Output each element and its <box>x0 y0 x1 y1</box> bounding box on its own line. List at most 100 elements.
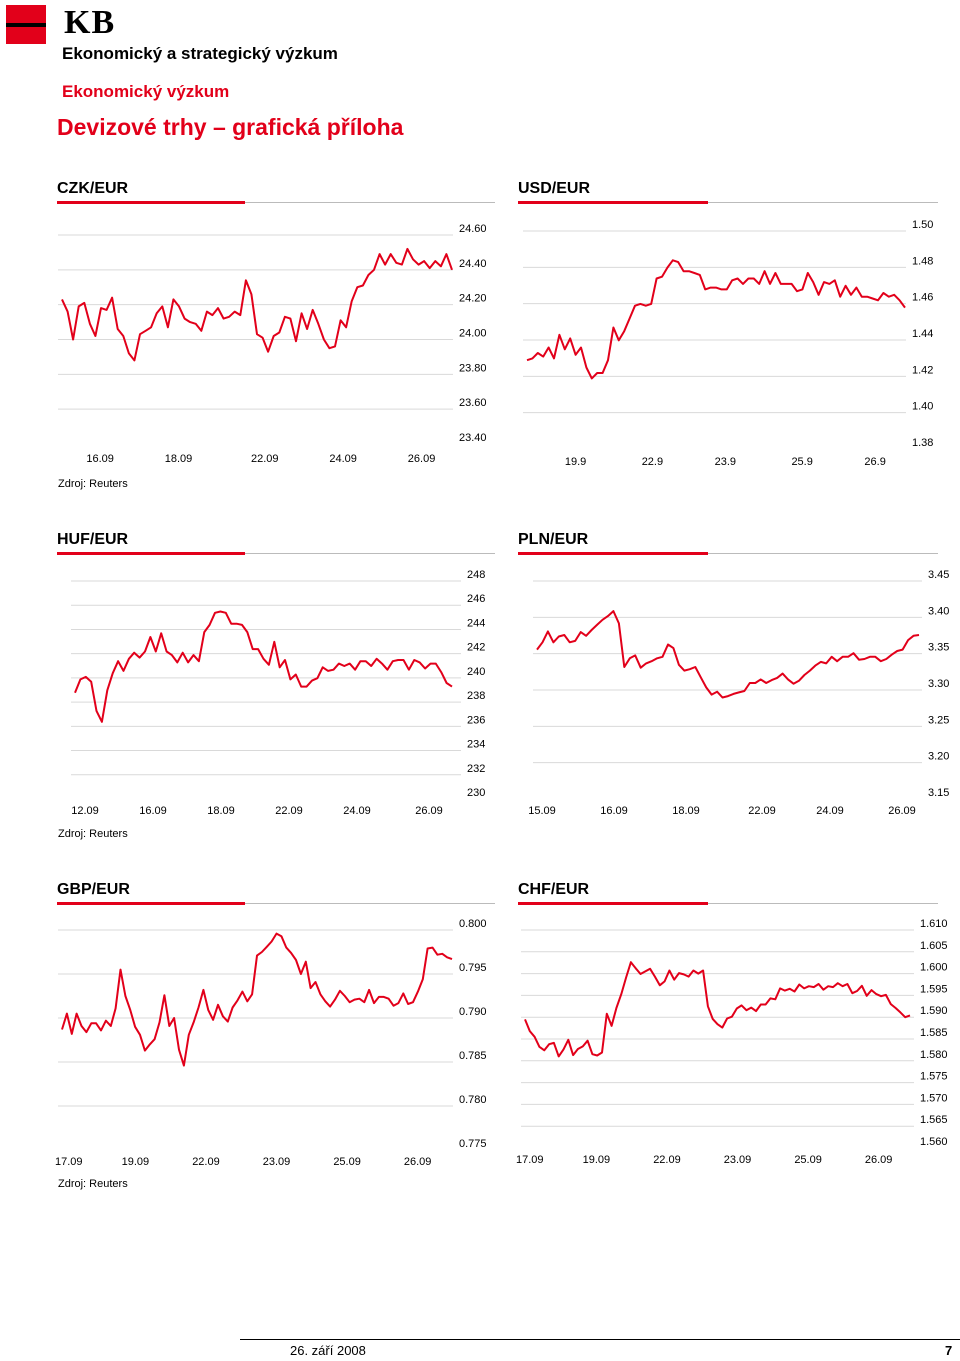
x-tick-label: 26.09 <box>415 805 443 817</box>
series-line <box>61 247 453 362</box>
x-tick-label: 26.09 <box>408 453 436 465</box>
y-tick-label: 1.605 <box>920 940 948 952</box>
series-line <box>526 259 906 380</box>
y-tick-label: 0.775 <box>459 1138 487 1150</box>
department-name: Ekonomický výzkum <box>62 82 230 101</box>
series-line <box>536 610 920 699</box>
x-tick-label: 16.09 <box>86 453 114 465</box>
y-tick-label: 230 <box>467 787 485 799</box>
y-tick-label: 24.40 <box>459 258 487 270</box>
y-tick-label: 234 <box>467 739 485 751</box>
chart-svg: 0.800 0.795 0.790 0.785 0.780 0.775 17.09 19.09… <box>55 918 487 1168</box>
y-tick-label: 0.790 <box>459 1006 487 1018</box>
title-rule-gray <box>245 553 495 554</box>
logo-text: KB <box>64 4 116 41</box>
chart-title: PLN/EUR <box>518 531 589 548</box>
title-rule-gray <box>708 202 938 203</box>
title-rule-gray <box>245 903 495 904</box>
page-title: Devizové trhy – grafická příloha <box>57 114 404 140</box>
y-tick-label: 242 <box>467 642 485 654</box>
source-note: Zdroj: Reuters <box>58 828 128 840</box>
chart-title: GBP/EUR <box>57 881 130 898</box>
chart-svg: 248 246 244 242 240 238 236 234 232 230 12.09 16.09… <box>71 569 485 817</box>
footer-divider <box>240 1339 960 1340</box>
y-tick-label: 248 <box>467 569 485 581</box>
y-tick-label: 1.46 <box>912 292 933 304</box>
title-rule-gray <box>245 202 495 203</box>
chart-svg: 24.60 24.40 24.20 24.00 23.80 23.60 23.40 16.09… <box>58 223 487 465</box>
x-tick-label: 25.09 <box>333 1156 361 1168</box>
x-tick-label: 22.09 <box>275 805 303 817</box>
y-tick-label: 0.785 <box>459 1050 487 1062</box>
source-note: Zdroj: Reuters <box>58 1178 128 1190</box>
y-tick-label: 3.45 <box>928 569 949 581</box>
x-tick-label: 25.9 <box>791 456 812 468</box>
y-tick-label: 1.570 <box>920 1092 948 1104</box>
x-tick-label: 26.09 <box>865 1154 893 1166</box>
x-tick-label: 19.09 <box>583 1154 611 1166</box>
chart-title: CZK/EUR <box>57 180 129 197</box>
y-tick-label: 3.20 <box>928 751 949 763</box>
source-note: Zdroj: Reuters <box>58 478 128 490</box>
y-tick-label: 240 <box>467 666 485 678</box>
chart-title: HUF/EUR <box>57 531 129 548</box>
x-tick-label: 22.9 <box>642 456 663 468</box>
y-tick-label: 3.35 <box>928 642 949 654</box>
y-tick-label: 3.25 <box>928 714 949 726</box>
y-tick-label: 3.15 <box>928 787 949 799</box>
y-tick-label: 246 <box>467 593 485 605</box>
y-tick-label: 1.595 <box>920 983 948 995</box>
y-tick-label: 1.40 <box>912 401 933 413</box>
x-tick-label: 18.09 <box>165 453 193 465</box>
y-tick-label: 3.40 <box>928 605 949 617</box>
y-tick-label: 244 <box>467 617 485 629</box>
chart-title: CHF/EUR <box>518 881 590 898</box>
x-tick-label: 22.09 <box>748 805 776 817</box>
x-tick-label: 16.09 <box>600 805 628 817</box>
x-tick-label: 23.09 <box>724 1154 752 1166</box>
y-tick-label: 3.30 <box>928 678 949 690</box>
x-tick-label: 26.09 <box>404 1156 432 1168</box>
footer-date: 26. září 2008 <box>290 1343 366 1358</box>
title-underline <box>57 201 245 204</box>
y-tick-label: 1.590 <box>920 1005 948 1017</box>
title-underline <box>518 552 708 555</box>
x-tick-label: 23.9 <box>715 456 736 468</box>
chart-svg: 1.50 1.48 1.46 1.44 1.42 1.40 1.38 19.9 22.9 23.9… <box>523 219 933 468</box>
x-tick-label: 17.09 <box>55 1156 83 1168</box>
y-tick-label: 0.800 <box>459 918 487 930</box>
page-number: 7 <box>945 1343 953 1358</box>
y-tick-label: 1.48 <box>912 255 933 267</box>
x-tick-label: 12.09 <box>71 805 99 817</box>
x-tick-label: 23.09 <box>263 1156 291 1168</box>
y-tick-label: 232 <box>467 763 485 775</box>
y-tick-label: 24.00 <box>459 328 487 340</box>
x-tick-label: 19.09 <box>122 1156 150 1168</box>
y-tick-label: 238 <box>467 690 485 702</box>
y-tick-label: 1.50 <box>912 219 933 231</box>
x-tick-label: 24.09 <box>816 805 844 817</box>
x-tick-label: 22.09 <box>653 1154 681 1166</box>
x-tick-label: 17.09 <box>516 1154 544 1166</box>
y-tick-label: 24.20 <box>459 293 487 305</box>
y-tick-label: 23.60 <box>459 397 487 409</box>
x-tick-label: 19.9 <box>565 456 586 468</box>
y-tick-label: 1.585 <box>920 1027 948 1039</box>
title-rule-gray <box>708 553 938 554</box>
logo-mark <box>6 5 46 44</box>
title-underline <box>57 902 245 905</box>
y-tick-label: 1.42 <box>912 364 933 376</box>
y-tick-label: 1.575 <box>920 1071 948 1083</box>
organization-name: Ekonomický a strategický výzkum <box>62 44 338 63</box>
title-rule-gray <box>708 903 938 904</box>
y-tick-label: 1.610 <box>920 918 948 930</box>
x-tick-label: 26.9 <box>864 456 885 468</box>
y-tick-label: 23.80 <box>459 362 487 374</box>
chart-title: USD/EUR <box>518 180 591 197</box>
y-tick-label: 0.780 <box>459 1094 487 1106</box>
y-tick-label: 1.44 <box>912 328 933 340</box>
y-tick-label: 1.600 <box>920 962 948 974</box>
series-line <box>61 932 453 1067</box>
title-underline <box>518 902 708 905</box>
y-tick-label: 1.38 <box>912 437 933 449</box>
